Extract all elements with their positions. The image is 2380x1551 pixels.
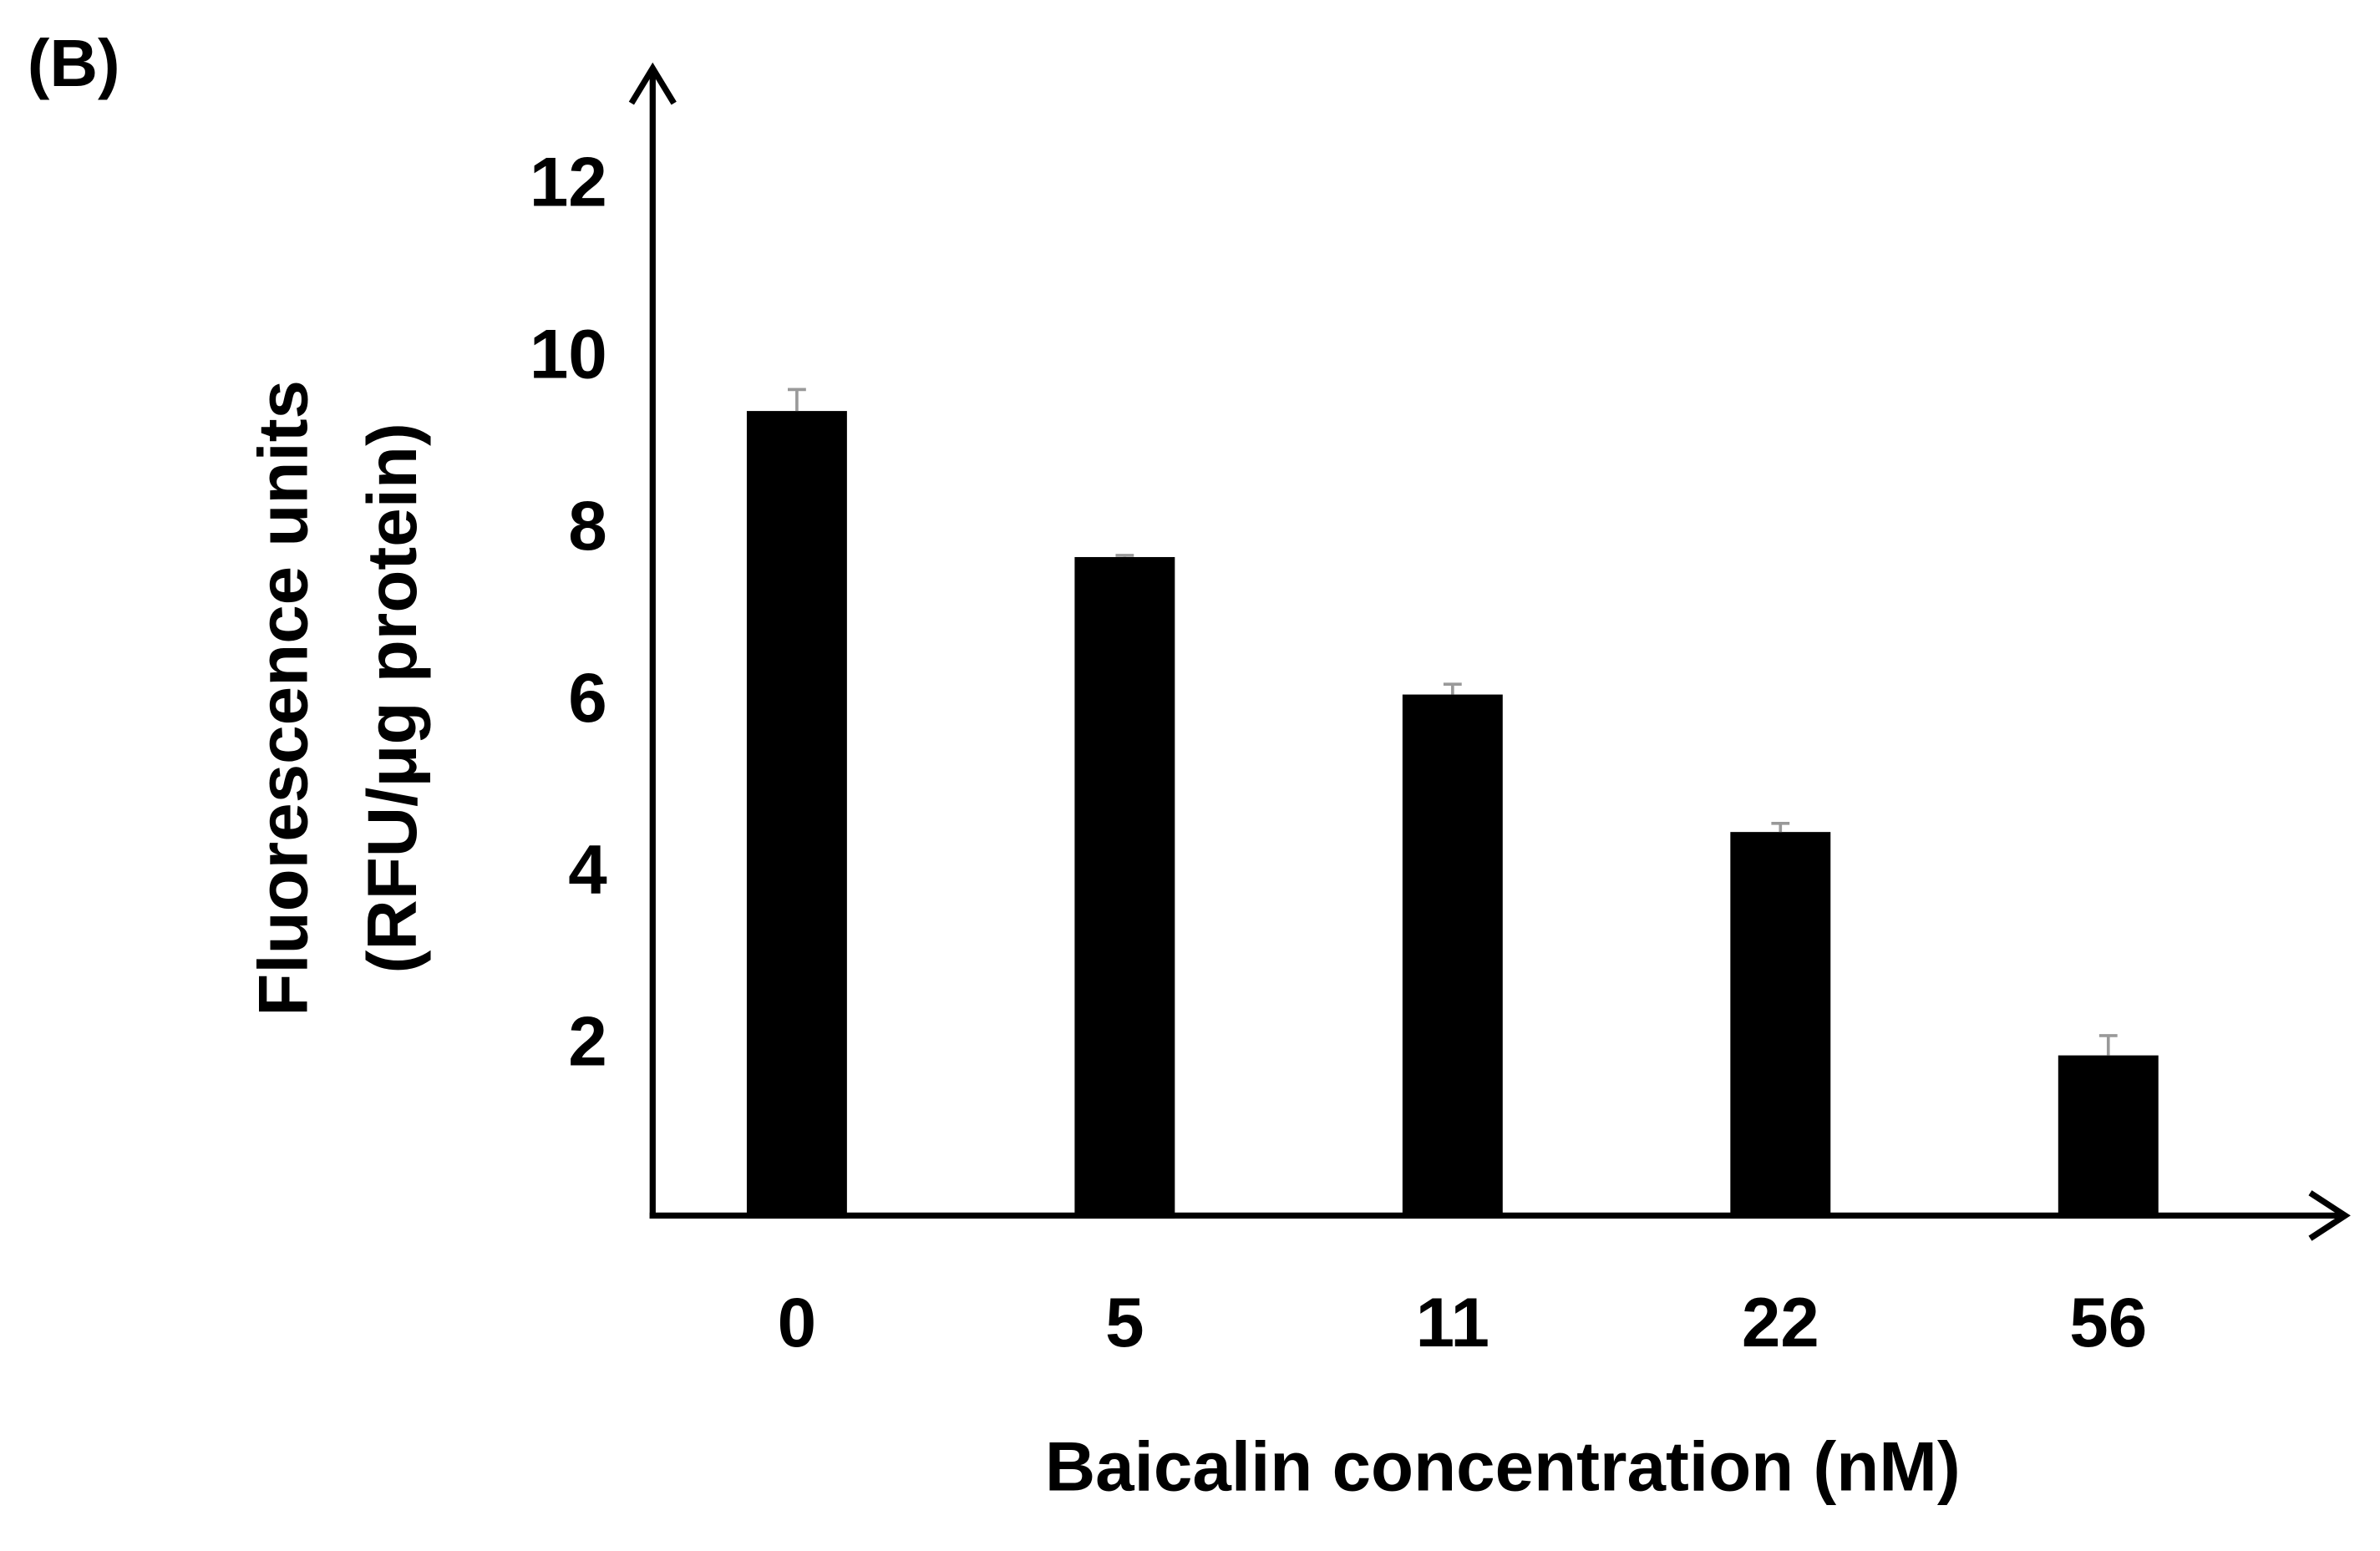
error-bar <box>788 388 806 412</box>
y-axis-label: Fluorescence units <box>243 380 322 1016</box>
y-tick-label: 8 <box>568 486 606 565</box>
y-tick-label: 12 <box>530 143 607 221</box>
y-axis-label: (RFU/μg protein) <box>353 423 431 973</box>
x-tick-label: 22 <box>1742 1283 1819 1361</box>
x-tick-label: 11 <box>1416 1283 1489 1361</box>
error-bar <box>1443 682 1462 695</box>
y-tick-label: 2 <box>568 1001 606 1080</box>
panel-label: (B) <box>28 26 120 100</box>
y-axis-arrow <box>628 62 677 105</box>
error-bar <box>2098 1034 2118 1056</box>
x-tick-label: 0 <box>778 1283 816 1361</box>
x-tick-label: 56 <box>2069 1283 2147 1361</box>
bar <box>1730 832 1831 1219</box>
bar <box>746 411 847 1219</box>
y-tick-label: 10 <box>530 314 607 393</box>
bar <box>2058 1055 2159 1219</box>
y-tick-label: 4 <box>568 830 607 909</box>
bar <box>1074 556 1175 1219</box>
bar <box>1402 694 1503 1219</box>
y-tick-label: 6 <box>568 658 606 737</box>
error-bar <box>1771 822 1790 833</box>
x-tick-label: 5 <box>1105 1283 1144 1361</box>
x-axis-arrow <box>2308 1190 2351 1241</box>
error-bar <box>1115 554 1134 557</box>
x-axis-label: Baicalin concentration (nM) <box>1045 1427 1961 1506</box>
